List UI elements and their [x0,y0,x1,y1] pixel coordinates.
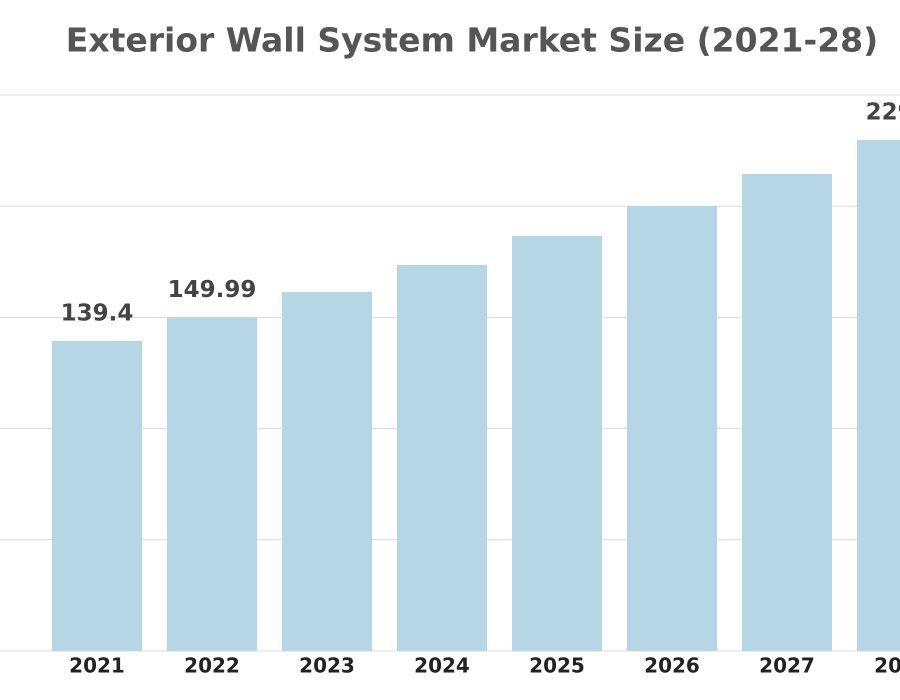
bar [857,139,900,651]
x-tick-label: 2025 [529,654,585,678]
x-tick-label: 2021 [69,654,125,678]
x-tick-label: 2028 [874,654,900,678]
bar [512,236,602,652]
bar [397,264,487,651]
data-label: 229.8 [866,99,900,125]
data-label: 139.4 [61,300,134,326]
bar [627,205,717,651]
x-tick-label: 2022 [184,654,240,678]
x-tick-label: 2026 [644,654,700,678]
chart-title: Exterior Wall System Market Size (2021-2… [66,21,878,60]
bar [282,292,372,651]
bar [742,173,832,651]
x-tick-label: 2023 [299,654,355,678]
x-tick-label: 2024 [414,654,470,678]
bar [52,340,142,651]
bar [167,317,257,651]
data-label: 149.99 [168,277,257,303]
x-tick-label: 2027 [759,654,815,678]
